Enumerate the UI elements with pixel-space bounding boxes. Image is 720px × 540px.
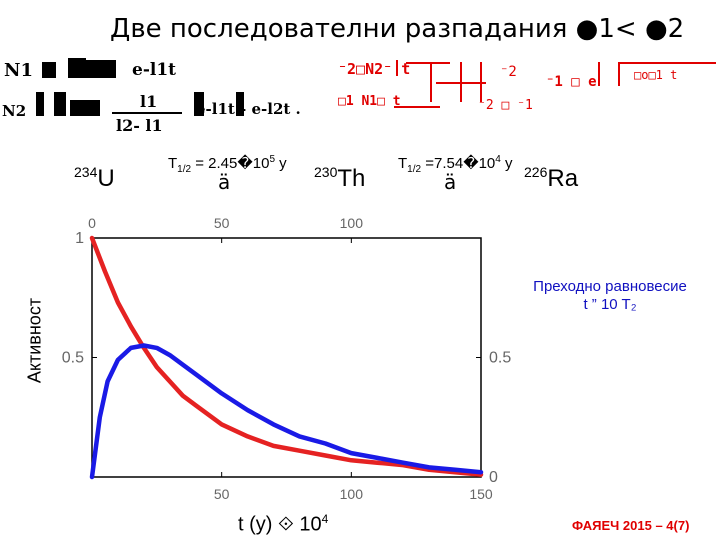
equation-2-glyph xyxy=(54,92,66,116)
y-right-tick-label: 0 xyxy=(489,469,498,486)
equation-1-rhs: e-l1t xyxy=(132,60,177,80)
series-line-1 xyxy=(89,235,484,477)
y-tick-label: 0.5 xyxy=(62,350,84,367)
x-axis-label-symbol: ⟐ xyxy=(278,513,294,536)
nuclide-u234: 234U xyxy=(74,164,115,193)
equation-2-denominator: l2- l1 xyxy=(116,116,163,135)
equation-1-glyph xyxy=(86,60,116,78)
nuclide-ra226-mass: 226 xyxy=(524,164,548,180)
nuclide-th230: 230Th xyxy=(314,164,365,193)
x-axis-label-exponent: 4 xyxy=(321,512,329,526)
red-equation-fragment: □1 N1□ t xyxy=(338,94,401,109)
top-tick-label: 0 xyxy=(88,215,96,231)
equation-2-glyph xyxy=(36,92,44,116)
halflife-th230-label: T xyxy=(398,155,408,172)
equation-1-glyph xyxy=(68,58,86,78)
halflife-th230: T1/2 =7.54�104 y xyxy=(398,154,513,175)
red-equation-fragment: □o□1 t xyxy=(634,68,678,82)
halflife-th230-sub: 1/2 xyxy=(407,164,422,175)
red-equation-stroke xyxy=(430,62,432,102)
y-axis-label: Активност xyxy=(24,297,45,384)
y-right-tick-label: 0.5 xyxy=(489,350,511,367)
red-equation-fragment: ⁻2 xyxy=(500,64,517,80)
x-tick-label: 50 xyxy=(214,486,230,502)
note-line-1: Преходно равновесие xyxy=(533,278,687,295)
x-tick-label: 100 xyxy=(340,486,364,502)
equation-2-fraction-line xyxy=(112,112,182,114)
x-axis-label-text: t (y) xyxy=(238,513,278,536)
halflife-th230-unit: y xyxy=(500,155,513,172)
series-line-2 xyxy=(89,343,484,480)
nuclide-ra226-symbol: Ra xyxy=(547,165,579,192)
top-tick-label: 50 xyxy=(214,215,230,231)
slide-title: Две последователни разпадания ●1< ●2 xyxy=(110,14,685,44)
halflife-u234-sub: 1/2 xyxy=(177,164,192,175)
nuclide-u234-mass: 234 xyxy=(74,164,98,180)
halflife-u234-exp: 5 xyxy=(269,154,275,165)
equation-2-rhs: e-l1t - e-l2t . xyxy=(196,100,301,118)
red-equation-fragment: ⁻2□N2⁻ t xyxy=(338,60,411,78)
nuclide-u234-symbol: U xyxy=(97,165,115,192)
equation-2-glyph xyxy=(70,100,100,116)
slide-footer: ФАЯЕЧ 2015 – 4(7) xyxy=(572,518,690,533)
x-axis-label: t (y) ⟐ 104 xyxy=(238,512,328,537)
equation-1-lhs: N1 xyxy=(4,60,33,81)
halflife-u234-label: T xyxy=(168,155,178,172)
halflife-th230-value: =7.54�10 xyxy=(421,155,496,172)
red-equation-stroke xyxy=(394,106,440,108)
top-tick-label: 100 xyxy=(340,215,364,231)
equation-2-glyph xyxy=(236,92,244,116)
equation-2-lhs: N2 xyxy=(2,102,27,120)
red-equation-fragment: ⁻1 □ e xyxy=(546,74,597,90)
halflife-u234-value: = 2.45�10 xyxy=(191,155,270,172)
halflife-u234-unit: y xyxy=(275,155,287,172)
halflife-u234: T1/2 = 2.45�105 y xyxy=(168,154,287,175)
transient-equilibrium-note: Преходно равновесие t ” 10 T₂ xyxy=(490,278,720,314)
red-equation-fragment: ⁻2 □ ⁻1 xyxy=(478,98,533,113)
equation-2-numerator: l1 xyxy=(140,92,158,111)
red-equation-stroke xyxy=(396,60,398,76)
red-equation-stroke xyxy=(618,62,716,64)
decay-arrow-icon: ä xyxy=(218,170,231,194)
y-tick-label: 1 xyxy=(75,230,84,247)
note-line-2: t ” 10 T₂ xyxy=(583,296,637,313)
nuclide-th230-symbol: Th xyxy=(337,165,366,192)
red-equation-stroke xyxy=(436,82,486,84)
x-axis-label-number: 10 xyxy=(293,513,322,536)
nuclide-th230-mass: 230 xyxy=(314,164,338,180)
equation-2-glyph xyxy=(194,92,204,116)
nuclide-ra226: 226Ra xyxy=(524,164,578,193)
halflife-th230-exp: 4 xyxy=(495,154,501,165)
red-equation-stroke xyxy=(406,62,450,64)
x-tick-label: 150 xyxy=(469,486,493,502)
equation-1-glyph xyxy=(42,62,56,78)
red-equation-stroke xyxy=(598,62,600,86)
series-layer xyxy=(89,235,484,480)
decay-arrow-icon: ä xyxy=(444,170,457,194)
red-equation-stroke xyxy=(618,62,620,86)
